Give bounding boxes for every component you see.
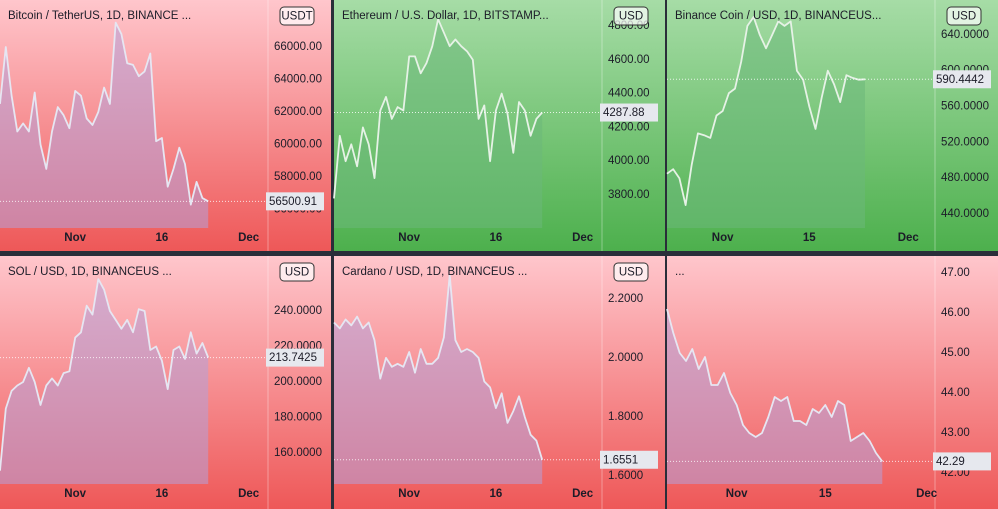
last-price-box [266,348,324,367]
area [667,17,865,228]
chart-title: SOL / USD, 1D, BINANCEUS ... [8,266,172,278]
y-tick-label: 480.0000 [941,172,989,184]
x-tick-label: Dec [572,232,594,244]
area [0,22,209,228]
y-tick-label: 560.0000 [941,101,989,113]
y-tick-label: 240.0000 [274,305,322,317]
y-tick-label: 58000.00 [274,171,322,183]
y-tick-label: 60000.00 [274,139,322,151]
y-tick-label: 520.0000 [941,136,989,148]
y-tick-label: 440.0000 [941,208,989,220]
chart-title: ... [675,266,685,278]
y-tick-label: 4000.00 [608,155,650,167]
y-tick-label: 4400.00 [608,88,650,100]
x-tick-label: 15 [819,488,832,500]
y-tick-label: 62000.00 [274,106,322,118]
chart-panel: 440.0000480.0000520.0000560.0000600.0000… [666,0,998,251]
x-tick-label: Nov [64,488,86,500]
x-tick-label: Nov [712,232,734,244]
x-tick-label: Nov [398,488,420,500]
last-price-label: 4287.88 [603,107,645,119]
x-tick-label: 16 [156,488,169,500]
y-tick-label: 4600.00 [608,54,650,66]
x-tick-label: Dec [898,232,920,244]
price-line [0,21,209,206]
last-price-box [600,450,658,469]
currency-label: USDT [281,11,312,23]
y-tick-label: 44.00 [941,387,970,399]
chart-title: Cardano / USD, 1D, BINANCEUS ... [342,266,527,278]
x-tick-label: Dec [238,232,260,244]
area [334,275,543,484]
y-tick-label: 45.00 [941,347,970,359]
x-tick-label: Nov [726,488,748,500]
currency-label: USD [619,267,643,279]
price-line [333,18,543,199]
x-tick-label: Dec [916,488,938,500]
last-price-box [266,192,324,211]
currency-box [279,6,315,26]
price-line [333,274,544,461]
area [667,309,883,484]
price-line [666,308,884,462]
last-price-box [933,452,991,471]
last-price-label: 42.29 [936,456,965,468]
y-tick-label: 64000.00 [274,74,322,86]
x-tick-label: Dec [572,488,594,500]
last-price-label: 1.6551 [603,454,638,466]
last-price-label: 56500.91 [269,196,317,208]
y-tick-label: 66000.00 [274,41,322,53]
y-tick-label: 1.8000 [608,411,643,423]
last-price-box [600,103,658,122]
x-tick-label: Nov [398,232,420,244]
y-tick-label: 1.6000 [608,470,643,482]
y-tick-label: 3800.00 [608,189,650,201]
area [0,279,209,484]
currency-box [613,262,649,282]
x-tick-label: Dec [238,488,260,500]
chart-title: Bitcoin / TetherUS, 1D, BINANCE ... [8,10,191,22]
currency-label: USD [285,267,309,279]
y-tick-label: 2.2000 [608,293,643,305]
last-price-label: 213.7425 [269,352,317,364]
y-tick-label: 180.0000 [274,411,322,423]
last-price-label: 590.4442 [936,74,984,86]
chart-title: Binance Coin / USD, 1D, BINANCEUS... [675,10,881,22]
y-tick-label: 47.00 [941,267,970,279]
x-tick-label: 16 [490,232,503,244]
y-tick-label: 46.00 [941,307,970,319]
currency-box [946,6,982,26]
area [334,19,543,229]
chart-panel: 160.0000180.0000200.0000220.0000240.0000… [0,256,331,509]
currency-label: USD [619,11,643,23]
y-tick-label: 4200.00 [608,121,650,133]
y-tick-label: 200.0000 [274,376,322,388]
x-tick-label: 15 [803,232,816,244]
currency-label: USD [952,11,976,23]
y-tick-label: 640.0000 [941,29,989,41]
chart-panel: 3800.004000.004200.004400.004600.004800.… [333,0,665,251]
chart-title: Ethereum / U.S. Dollar, 1D, BITSTAMP... [342,10,549,22]
y-tick-label: 43.00 [941,427,970,439]
x-tick-label: 16 [490,488,503,500]
currency-box [613,6,649,26]
price-line [0,278,210,471]
last-price-box [933,70,991,89]
y-tick-label: 2.0000 [608,352,643,364]
chart-panel: 1.6000 1.8000 2.0000 2.2000 Nov 16 Dec 1.6551 Ca… [333,256,665,509]
x-tick-label: 16 [156,232,169,244]
currency-box [279,262,315,282]
price-line [666,16,866,206]
y-tick-label: 160.0000 [274,447,322,459]
chart-panel: 56000.0058000.0060000.0062000.0064000.00… [0,0,331,251]
x-tick-label: Nov [64,232,86,244]
